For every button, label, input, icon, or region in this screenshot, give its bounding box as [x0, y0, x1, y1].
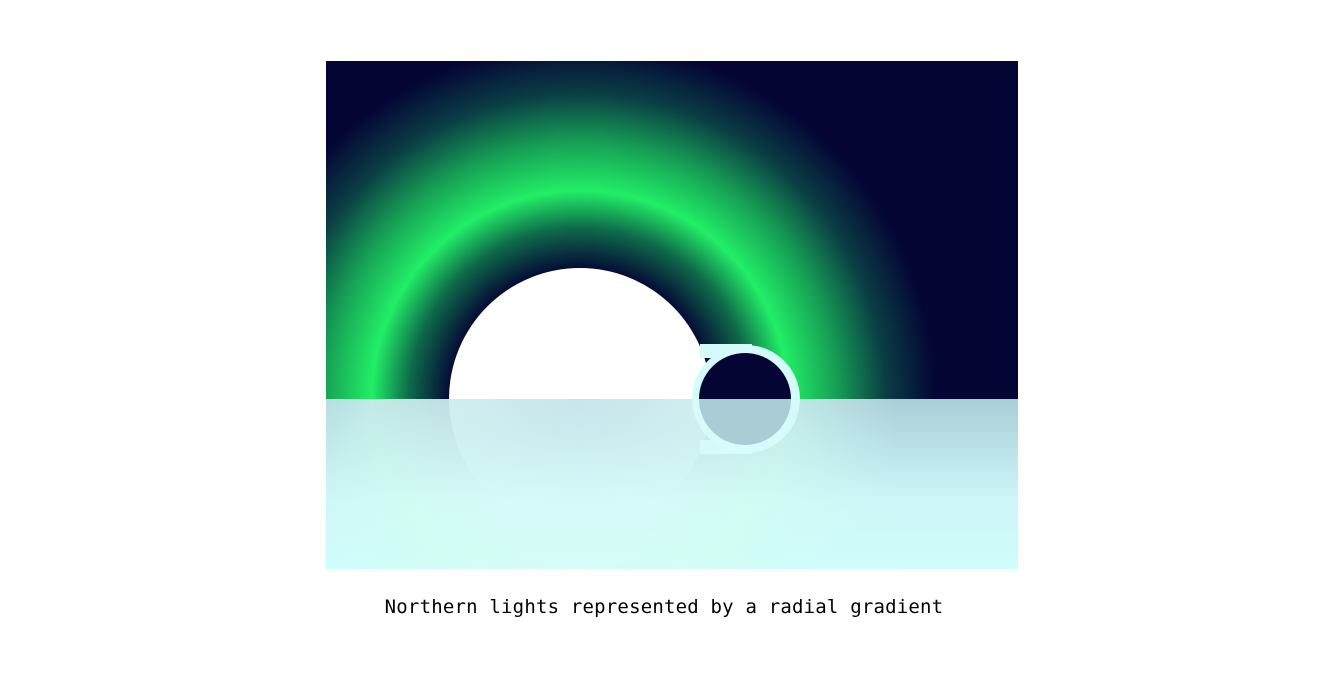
- figure-caption: Northern lights represented by a radial …: [384, 596, 944, 618]
- moon-icon: [449, 268, 711, 399]
- ring-hole: [699, 353, 791, 399]
- ring-hole-reflection: [699, 399, 791, 445]
- moon-reflection: [449, 399, 711, 530]
- northern-lights-illustration: [326, 61, 1018, 569]
- northern-lights-svg: [326, 61, 1018, 569]
